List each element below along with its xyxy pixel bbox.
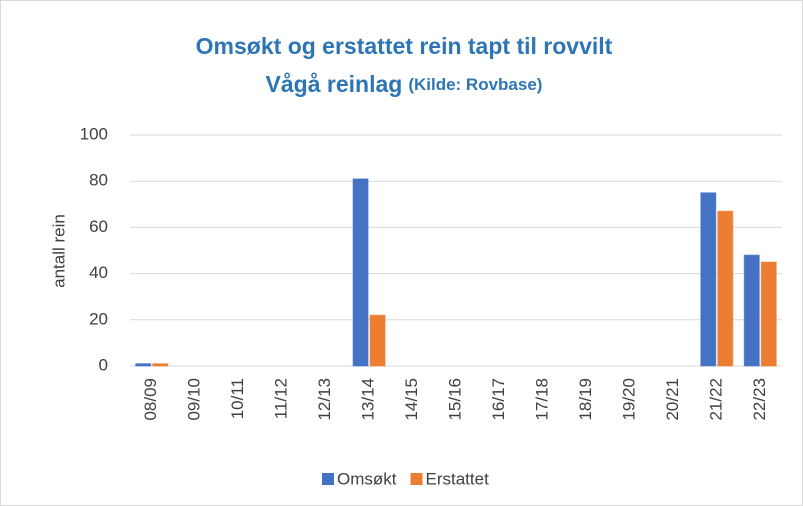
bar (135, 363, 152, 367)
x-tick-label: 20/21 (663, 378, 682, 421)
x-tick-label: 09/10 (185, 378, 204, 421)
y-tick-label: 0 (99, 355, 108, 374)
legend-swatch (410, 473, 423, 485)
legend-swatch (322, 473, 334, 485)
bar (760, 261, 777, 367)
chart-subtitle: Vågå reinlag (Kilde: Rovbase) (266, 71, 543, 97)
x-tick-label: 18/19 (576, 378, 595, 421)
bar (700, 192, 717, 367)
bar (152, 363, 169, 367)
y-tick-label: 60 (89, 217, 108, 236)
y-tick-label: 80 (89, 171, 108, 190)
x-tick-label: 11/12 (272, 378, 291, 419)
bar (743, 254, 760, 367)
y-tick-label: 100 (80, 124, 108, 143)
x-tick-label: 10/11 (228, 378, 247, 419)
x-tick-label: 08/09 (141, 378, 160, 421)
legend-label: Omsøkt (337, 469, 397, 488)
x-tick-label: 21/22 (706, 378, 725, 421)
bar (352, 178, 369, 367)
x-tick-label: 19/20 (619, 378, 638, 421)
x-tick-label: 17/18 (532, 378, 551, 421)
x-tick-label: 22/23 (750, 378, 769, 421)
chart-title: Omsøkt og erstattet rein tapt til rovvil… (196, 33, 613, 59)
bar (717, 210, 734, 367)
x-tick-label: 13/14 (359, 378, 378, 421)
x-tick-label: 12/13 (315, 378, 334, 421)
legend-label: Erstattet (426, 469, 490, 488)
x-tick-label: 15/16 (445, 378, 464, 421)
bar (369, 314, 386, 367)
subtitle: Vågå reinlag (266, 71, 403, 97)
y-tick-label: 40 (89, 263, 108, 282)
source: (Kilde: Rovbase) (408, 75, 542, 94)
x-tick-label: 16/17 (489, 378, 508, 421)
y-tick-label: 20 (89, 309, 108, 328)
x-tick-label: 14/15 (402, 378, 421, 421)
y-axis-label: antall rein (49, 214, 68, 288)
